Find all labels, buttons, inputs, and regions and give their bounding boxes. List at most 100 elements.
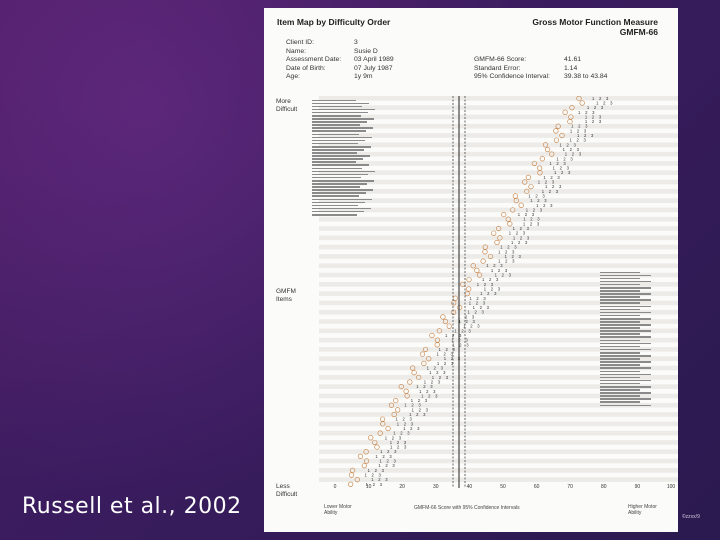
item-score-level: 2 [465,314,468,319]
item-score-level: 3 [537,217,540,222]
score-value: 41.61 [564,56,582,63]
item-difficulty-marker [368,435,374,441]
item-difficulty-marker [374,444,380,450]
item-name-line [312,133,359,136]
item-difficulty-marker [524,188,530,194]
item-score-level: 2 [476,296,479,301]
item-score-level: 3 [417,426,420,431]
item-name-line [312,179,374,182]
item-name-line [600,401,640,404]
item-difficulty-marker [525,174,531,180]
item-name-line [312,192,366,194]
item-row-band [319,356,678,362]
item-score-level: 1 [469,300,472,305]
item-row-band [319,309,678,315]
item-score-level: 3 [494,291,497,296]
item-score-level: 1 [484,286,487,291]
item-difficulty-marker [419,351,426,357]
item-score-level: 1 [536,203,539,208]
item-name-line [600,389,640,391]
age-value: 1y 9m [354,73,373,81]
item-score-level: 2 [444,361,447,366]
item-score-level: 3 [477,324,480,329]
x-tick-label: 100 [667,484,676,490]
item-score-level: 1 [587,105,590,110]
item-score-level: 1 [518,212,521,217]
item-difficulty-marker [474,267,480,273]
item-name-line [600,283,640,286]
item-difficulty-marker [421,360,427,366]
item-score-level: 2 [570,147,573,152]
item-score-level: 3 [466,342,469,347]
x-tick-label: 50 [500,484,506,490]
item-score-level: 2 [461,328,464,333]
x-tick-label: 0 [334,484,337,490]
item-score-level: 3 [423,412,426,417]
item-row-band [319,477,678,482]
item-difficulty-marker [357,453,364,459]
item-name-line [312,207,371,210]
item-score-level: 1 [556,156,559,161]
item-difficulty-marker [380,421,386,427]
item-score-level: 3 [542,193,545,198]
item-row-band [319,468,678,473]
item-rows [319,96,678,482]
item-score-level: 1 [570,128,573,133]
item-difficulty-marker [404,393,410,399]
item-difficulty-marker [398,384,404,390]
item-row-band [319,198,678,203]
item-score-level: 3 [498,286,501,291]
item-score-level: 1 [432,375,435,380]
item-score-level: 2 [466,319,469,324]
item-difficulty-marker [497,235,503,241]
item-score-level: 1 [421,393,424,398]
item-score-level: 1 [560,142,563,147]
item-score-level: 3 [540,207,543,212]
item-name-line [600,327,640,329]
item-difficulty-marker [379,416,386,422]
item-score-level: 3 [438,379,441,384]
item-score-level: 3 [483,296,486,301]
item-score-level: 3 [514,245,517,250]
item-score-level: 2 [549,189,552,194]
item-difficulty-marker [348,481,354,487]
item-score-level: 2 [475,310,478,315]
item-score-level: 3 [563,161,566,166]
item-score-level: 1 [371,477,374,482]
item-score-level: 2 [434,366,437,371]
item-score-level: 2 [476,300,479,305]
item-name-line [600,293,651,295]
item-score-level: 2 [578,124,581,129]
item-score-level: 2 [400,431,403,436]
item-score-level: 1 [545,184,548,189]
item-score-level: 2 [537,198,540,203]
document-title: Item Map by Difficulty Order [277,17,391,27]
item-difficulty-marker [579,100,585,106]
item-score-level: 1 [390,445,393,450]
item-score-level: 2 [385,463,388,468]
item-row-band [319,430,678,436]
item-score-level: 3 [527,235,530,240]
item-name-line [600,317,651,320]
item-score-level: 3 [532,212,535,217]
item-difficulty-marker [372,439,378,446]
item-score-level: 3 [468,328,471,333]
item-score-level: 1 [393,431,396,436]
item-name-line [600,324,651,326]
item-difficulty-marker [385,425,391,432]
item-score-level: 2 [603,100,606,105]
age-label: Age: [286,73,300,81]
item-score-level: 3 [411,421,414,426]
item-score-level: 3 [583,138,586,143]
item-score-level: 1 [444,356,447,361]
item-score-level: 1 [385,435,388,440]
item-score-level: 2 [416,412,419,417]
item-score-level: 1 [404,403,407,408]
gmfm-items-label: GMFM Items [276,288,296,303]
x-tick-label: 10 [366,484,372,490]
item-difficulty-marker [426,356,432,362]
item-difficulty-marker [496,225,502,232]
item-score-level: 2 [518,240,521,245]
item-score-level: 2 [452,333,455,338]
item-score-level: 2 [444,352,447,357]
